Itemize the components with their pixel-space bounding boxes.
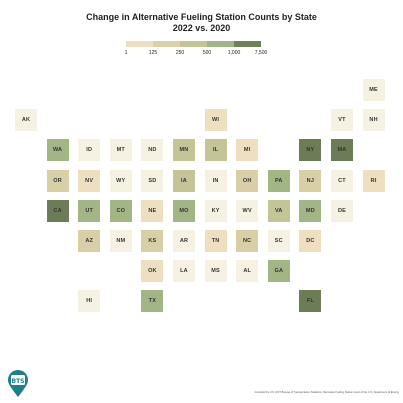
state-tile-ak[interactable]: AK — [15, 109, 37, 132]
state-tile-tx[interactable]: TX — [141, 290, 164, 313]
state-tile-sc[interactable]: SC — [267, 230, 290, 252]
legend-tick-label: 500 — [202, 50, 212, 56]
state-tile-hi[interactable]: HI — [78, 290, 101, 313]
state-tile-oh[interactable]: OH — [236, 169, 259, 192]
chart-title: Change in Alternative Fueling Station Co… — [0, 12, 403, 34]
logo-text: BTS — [12, 378, 25, 385]
state-tile-md[interactable]: MD — [299, 199, 322, 222]
state-tile-ia[interactable]: IA — [173, 169, 195, 192]
state-tile-wi[interactable]: WI — [204, 109, 227, 132]
state-tile-fl[interactable]: FL — [299, 290, 322, 313]
state-tile-ga[interactable]: GA — [267, 260, 290, 283]
state-tile-nv[interactable]: NV — [78, 169, 101, 192]
legend-tick-label: 7,500 — [254, 50, 268, 56]
state-tile-wv[interactable]: WV — [236, 199, 259, 222]
state-tile-nd[interactable]: ND — [141, 139, 164, 162]
state-tile-vt[interactable]: VT — [331, 109, 353, 132]
state-tile-ks[interactable]: KS — [141, 230, 164, 252]
state-tile-dc[interactable]: DC — [299, 230, 322, 252]
state-tile-az[interactable]: AZ — [78, 230, 101, 252]
state-tile-mi[interactable]: MI — [236, 139, 259, 162]
state-tile-mt[interactable]: MT — [109, 139, 132, 162]
state-tile-ct[interactable]: CT — [331, 169, 353, 192]
state-tile-wa[interactable]: WA — [46, 139, 69, 162]
state-tile-ca[interactable]: CA — [46, 199, 69, 222]
state-tile-ut[interactable]: UT — [78, 199, 101, 222]
legend-tick-label: 125 — [148, 50, 158, 56]
legend-tick-label: 250 — [175, 50, 185, 56]
state-tile-la[interactable]: LA — [173, 260, 195, 283]
bts-location-pin-icon: BTS — [8, 370, 28, 397]
title-line-1: Change in Alternative Fueling Station Co… — [86, 12, 317, 22]
legend-swatch — [234, 41, 261, 47]
state-tile-nm[interactable]: NM — [109, 230, 132, 252]
state-tile-al[interactable]: AL — [236, 260, 259, 283]
legend-swatch — [207, 41, 234, 47]
state-tile-nc[interactable]: NC — [236, 230, 259, 252]
title-line-2: 2022 vs. 2020 — [172, 23, 231, 33]
state-tile-il[interactable]: IL — [204, 139, 227, 162]
state-tile-ne[interactable]: NE — [141, 199, 164, 222]
state-tile-mo[interactable]: MO — [173, 199, 195, 222]
state-tile-id[interactable]: ID — [78, 139, 101, 162]
legend-tick-label: 1,000 — [227, 50, 241, 56]
state-tile-ms[interactable]: MS — [204, 260, 227, 283]
legend-swatch — [153, 41, 180, 47]
state-tile-in[interactable]: IN — [204, 169, 227, 192]
state-tile-ky[interactable]: KY — [204, 199, 227, 222]
state-tile-ri[interactable]: RI — [362, 169, 385, 192]
legend-swatch — [180, 41, 207, 47]
state-tile-de[interactable]: DE — [331, 199, 353, 222]
state-tile-nh[interactable]: NH — [362, 109, 385, 132]
state-tile-me[interactable]: ME — [362, 79, 385, 101]
state-tile-ma[interactable]: MA — [331, 139, 353, 162]
state-tile-nj[interactable]: NJ — [299, 169, 322, 192]
legend-tick-label: 1 — [124, 50, 128, 56]
state-tile-va[interactable]: VA — [267, 199, 290, 222]
state-tile-pa[interactable]: PA — [267, 169, 290, 192]
state-tile-mn[interactable]: MN — [173, 139, 195, 162]
state-tile-ar[interactable]: AR — [173, 230, 195, 252]
state-tile-ny[interactable]: NY — [299, 139, 322, 162]
state-tile-co[interactable]: CO — [109, 199, 132, 222]
legend-swatch — [126, 41, 153, 47]
state-tile-sd[interactable]: SD — [141, 169, 164, 192]
state-tile-ok[interactable]: OK — [141, 260, 164, 283]
state-tile-or[interactable]: OR — [46, 169, 69, 192]
state-tile-wy[interactable]: WY — [109, 169, 132, 192]
state-tile-tn[interactable]: TN — [204, 230, 227, 252]
source-footnote: Compiled by U.S. DOT Bureau of Transport… — [254, 391, 399, 394]
